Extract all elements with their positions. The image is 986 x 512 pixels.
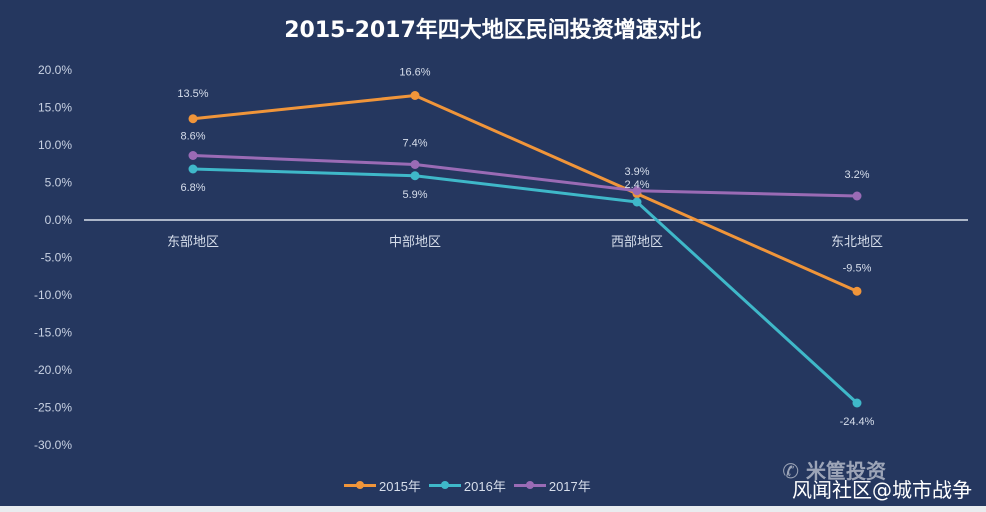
- y-tick-label: -30.0%: [34, 438, 72, 452]
- x-category-label: 中部地区: [389, 235, 441, 250]
- data-label: 8.6%: [180, 131, 205, 143]
- data-label: 6.8%: [180, 182, 205, 194]
- legend-swatch: [428, 481, 461, 489]
- data-label: 7.4%: [402, 138, 427, 150]
- data-point: [852, 191, 862, 201]
- legend-item: 2017年: [513, 476, 591, 495]
- y-tick-label: -25.0%: [34, 401, 72, 415]
- data-label: 3.2%: [844, 169, 869, 181]
- legend-label: 2016年: [463, 479, 506, 494]
- legend-label: 2015年: [379, 479, 421, 494]
- y-tick-label: -15.0%: [34, 326, 72, 340]
- legend-item: 2016年: [428, 476, 506, 495]
- y-tick-label: 20.0%: [38, 63, 72, 77]
- data-point: [410, 171, 420, 181]
- watermark: ✆ 米筐投资: [782, 459, 886, 483]
- series-line-2017年: [192, 154, 858, 198]
- data-label: 16.6%: [399, 67, 430, 79]
- x-category-label: 西部地区: [611, 235, 663, 250]
- credit-text: 风闻社区@城市战争: [792, 478, 972, 502]
- x-category-label: 东部地区: [167, 235, 219, 250]
- y-tick-label: 5.0%: [45, 176, 73, 190]
- data-point: [410, 160, 420, 169]
- watermark-text: 米筐投资: [806, 459, 886, 483]
- data-label: 5.9%: [402, 189, 427, 201]
- data-point: [188, 114, 198, 124]
- data-point: [852, 398, 862, 408]
- data-point: [632, 186, 642, 196]
- series-line-2015年: [192, 93, 858, 293]
- legend-swatch: [513, 481, 546, 489]
- data-point: [632, 197, 642, 207]
- y-tick-label: -10.0%: [34, 288, 72, 302]
- y-tick-label: 10.0%: [38, 138, 72, 152]
- data-point: [410, 91, 420, 100]
- x-category-label: 东北地区: [831, 235, 883, 250]
- chart-title: 2015-2017年四大地区民间投资增速对比: [284, 18, 702, 43]
- legend-item: 2015年: [344, 476, 421, 495]
- data-label: 13.5%: [177, 88, 208, 100]
- data-label: -24.4%: [840, 416, 875, 428]
- data-label: 3.9%: [624, 166, 649, 178]
- data-label: -9.5%: [843, 262, 872, 274]
- legend: 2015年 2016年 2017年: [344, 476, 591, 495]
- data-point: [188, 151, 198, 160]
- legend-swatch: [344, 481, 376, 489]
- data-point: [852, 286, 862, 296]
- y-tick-label: 0.0%: [45, 213, 73, 227]
- y-tick-label: 15.0%: [38, 101, 72, 115]
- data-label: 2.4%: [624, 179, 649, 191]
- y-tick-label: -20.0%: [34, 363, 72, 377]
- y-tick-label: -5.0%: [41, 251, 73, 265]
- series-line-2016年: [192, 167, 859, 405]
- legend-label: 2017年: [548, 479, 591, 494]
- data-point: [188, 164, 198, 174]
